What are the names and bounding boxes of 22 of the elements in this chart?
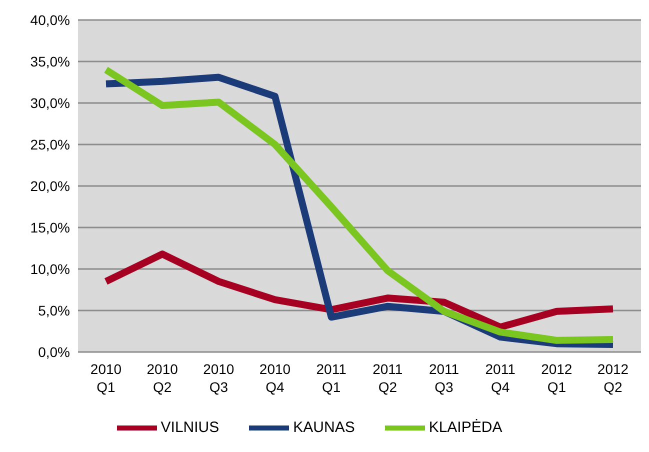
y-tick-label: 20,0%	[30, 178, 70, 194]
x-tick-label: 2011 Q3	[428, 361, 460, 395]
y-tick-label: 15,0%	[30, 219, 70, 236]
x-tick-label: 2010 Q1	[90, 361, 122, 395]
x-tick-label: 2011 Q4	[485, 361, 516, 395]
x-tick-label: 2012 Q1	[541, 361, 572, 395]
legend-label: KAUNAS	[293, 418, 355, 436]
x-tick-label: 2010 Q3	[203, 361, 234, 395]
y-tick-label: 5,0%	[38, 302, 70, 318]
y-tick-label: 10,0%	[30, 260, 70, 277]
x-tick-label: 2011 Q1	[316, 361, 347, 395]
y-tick-label: 25,0%	[30, 136, 70, 152]
y-tick-label: 30,0%	[30, 94, 70, 111]
x-tick-label: 2011 Q2	[372, 361, 403, 395]
x-tick-label: 2010 Q2	[146, 361, 178, 395]
y-tick-label: 0,0%	[38, 344, 70, 360]
x-tick-label: 2010 Q4	[259, 361, 291, 395]
legend-label: VILNIUS	[160, 418, 220, 436]
y-tick-label: 40,0%	[30, 12, 70, 28]
x-tick-label: 2012 Q2	[597, 361, 629, 395]
legend-label: KLAIPĖDA	[428, 418, 502, 436]
y-tick-label: 35,0%	[30, 53, 70, 70]
